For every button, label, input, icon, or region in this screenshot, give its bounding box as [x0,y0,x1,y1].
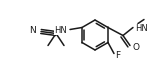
Text: O: O [133,43,140,52]
Text: HN: HN [54,26,67,35]
Text: HN: HN [135,24,148,34]
Text: F: F [115,51,120,60]
Text: N: N [29,26,36,35]
